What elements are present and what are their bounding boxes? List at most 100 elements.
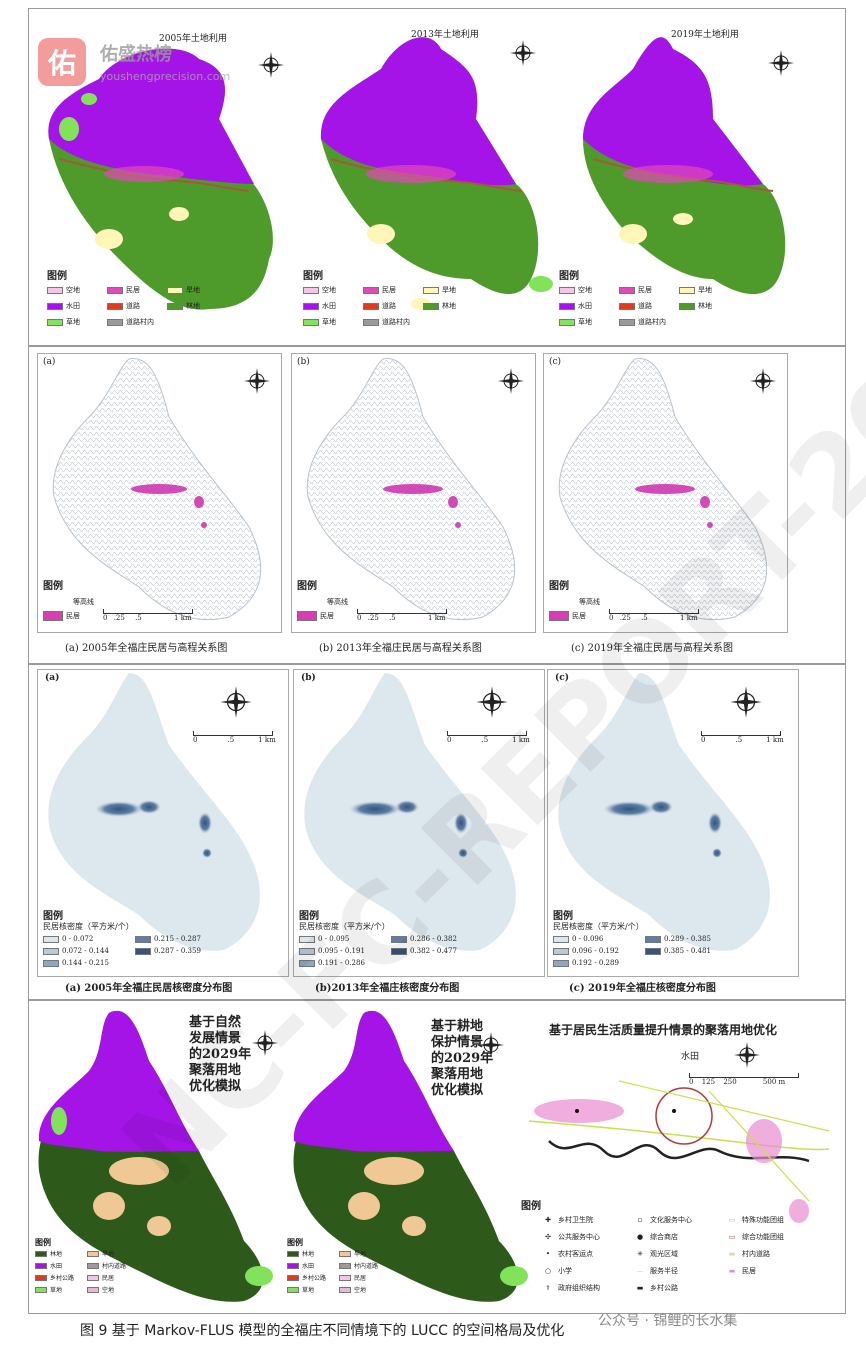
north-arrow-icon	[768, 50, 794, 76]
legend-swatch	[167, 286, 183, 294]
legend-label: 0.286 - 0.382	[410, 935, 457, 943]
land-use-legend-item: 草地	[559, 317, 592, 327]
legend-swatch	[645, 947, 661, 955]
quality-legend-item: ○ 小学	[541, 1266, 572, 1276]
legend-title: 图例	[297, 581, 317, 592]
legend-swatch	[619, 302, 635, 310]
house-label: 民居	[320, 612, 334, 620]
natural-development-title: 基于自然发展情景的2029年聚落用地优化模拟	[189, 1015, 252, 1094]
legend-swatch	[87, 1286, 99, 1293]
land-use-panel-2013: 2013年土地利用	[301, 9, 573, 347]
legend-symbol-icon: ⚕	[546, 1284, 550, 1292]
elevation-panel-c	[543, 353, 788, 633]
legend-symbol-icon: ▭	[728, 1216, 736, 1224]
density-panel-b	[293, 669, 545, 977]
legend-swatch	[299, 959, 315, 967]
land-use-row: 2005年土地利用 2013年土地利用 2019年土地利用 图例 空地 民居 旱地水	[28, 8, 846, 346]
legend-label: 0.192 - 0.289	[572, 959, 619, 967]
legend-swatch	[287, 1274, 299, 1281]
land-use-legend-item: 道路村内	[107, 317, 154, 327]
scale-label: 1	[174, 614, 179, 622]
legend-title: 图例	[43, 911, 63, 922]
density-panel-c	[547, 669, 799, 977]
north-arrow-icon	[730, 686, 762, 718]
legend-label: 道路村内	[126, 318, 154, 326]
legend-label: 道路	[638, 302, 652, 310]
scenario-legend-item: 旱地	[339, 1249, 366, 1258]
legend-label: 水田	[578, 302, 592, 310]
legend-swatch	[43, 959, 59, 967]
legend-symbol-icon: ✳	[637, 1250, 643, 1258]
scale-label: 500 m	[762, 1078, 786, 1086]
legend-swatch	[619, 286, 635, 294]
legend-swatch	[423, 286, 439, 294]
legend-label: 0 - 0.095	[318, 935, 350, 943]
scale-label: 0	[103, 614, 108, 622]
scale-label: 0	[193, 736, 198, 744]
scale-label: 250	[723, 1078, 737, 1086]
legend-label: 乡村公路	[50, 1275, 75, 1282]
legend-label: 旱地	[442, 286, 456, 294]
legend-title: 图例	[549, 581, 569, 592]
density-legend-item: 0.072 - 0.144	[43, 947, 109, 955]
scenario-legend-item: 林地	[35, 1249, 62, 1258]
legend-label: 水田	[66, 302, 80, 310]
density-legend-item: 0.289 - 0.385	[645, 935, 711, 943]
north-arrow-icon	[252, 1030, 278, 1056]
legend-label: 村内道路	[742, 1250, 770, 1258]
house-swatch	[43, 611, 63, 621]
land-use-panel-2019: 2019年土地利用	[573, 9, 845, 347]
scale-label: km	[686, 614, 698, 622]
scale-label: km	[434, 614, 446, 622]
land-use-legend-item: 道路	[619, 301, 652, 311]
land-use-legend-item: 民居	[107, 285, 140, 295]
legend-label: 0.385 - 0.481	[664, 947, 711, 955]
scale-label: 0	[701, 736, 706, 744]
elevation-legend-a: 图例 等高线 民居 0 .25 .5 1 km	[43, 577, 223, 625]
scenario-legend-item: 草地	[287, 1285, 314, 1294]
legend-label: 空地	[578, 286, 592, 294]
elevation-map-c	[558, 358, 768, 621]
elevation-map-b	[306, 358, 516, 621]
legend-swatch	[35, 1274, 47, 1281]
legend-swatch	[43, 935, 59, 943]
legend-swatch	[47, 286, 63, 294]
scenario-legend-item: 林地	[287, 1249, 314, 1258]
legend-subtitle: 民居核密度（平方米/个）	[553, 922, 644, 931]
legend-label: 0.191 - 0.286	[318, 959, 365, 967]
panel-tag: (a)	[43, 357, 56, 367]
density-panel-a	[37, 669, 289, 977]
scale-label: .5	[389, 614, 396, 622]
legend-label: 民居	[354, 1275, 367, 1282]
scale-label: 0	[609, 614, 614, 622]
legend-swatch	[35, 1286, 47, 1293]
scale-bar: 0 .5 1 km	[447, 731, 543, 744]
land-use-legend-item: 民居	[363, 285, 396, 295]
legend-title: 图例	[559, 271, 579, 282]
legend-label: 小学	[558, 1267, 572, 1275]
legend-swatch	[287, 1250, 299, 1257]
density-legend-item: 0.382 - 0.477	[391, 947, 457, 955]
scale-label: 125	[701, 1078, 716, 1086]
quality-legend-item: ▭ 综合功能团组	[725, 1232, 784, 1242]
legend-swatch	[679, 286, 695, 294]
contour-legend: 等高线	[73, 597, 94, 607]
density-legend-item: 0.287 - 0.359	[135, 947, 201, 955]
legend-label: 草地	[322, 318, 336, 326]
legend-label: 林地	[698, 302, 712, 310]
legend-label: 综合功能团组	[742, 1233, 784, 1241]
density-legend-item: 0.096 - 0.192	[553, 947, 619, 955]
scenario-legend-item: 村内道路	[87, 1261, 126, 1270]
legend-label: 服务半径	[650, 1267, 678, 1275]
legend-title: 图例	[521, 1201, 541, 1212]
quality-of-life-map	[528, 1080, 830, 1223]
paddy-label: 水田	[681, 1052, 700, 1062]
scale-label: 1 km	[258, 736, 276, 744]
legend-label: 草地	[50, 1287, 63, 1294]
density-legend-item: 0.385 - 0.481	[645, 947, 711, 955]
scenario-legend-item: 乡村公路	[287, 1273, 326, 1282]
legend-symbol-icon: ▫	[637, 1216, 643, 1224]
legend-label: 民居	[742, 1267, 756, 1275]
legend-swatch	[391, 947, 407, 955]
legend-swatch	[391, 935, 407, 943]
